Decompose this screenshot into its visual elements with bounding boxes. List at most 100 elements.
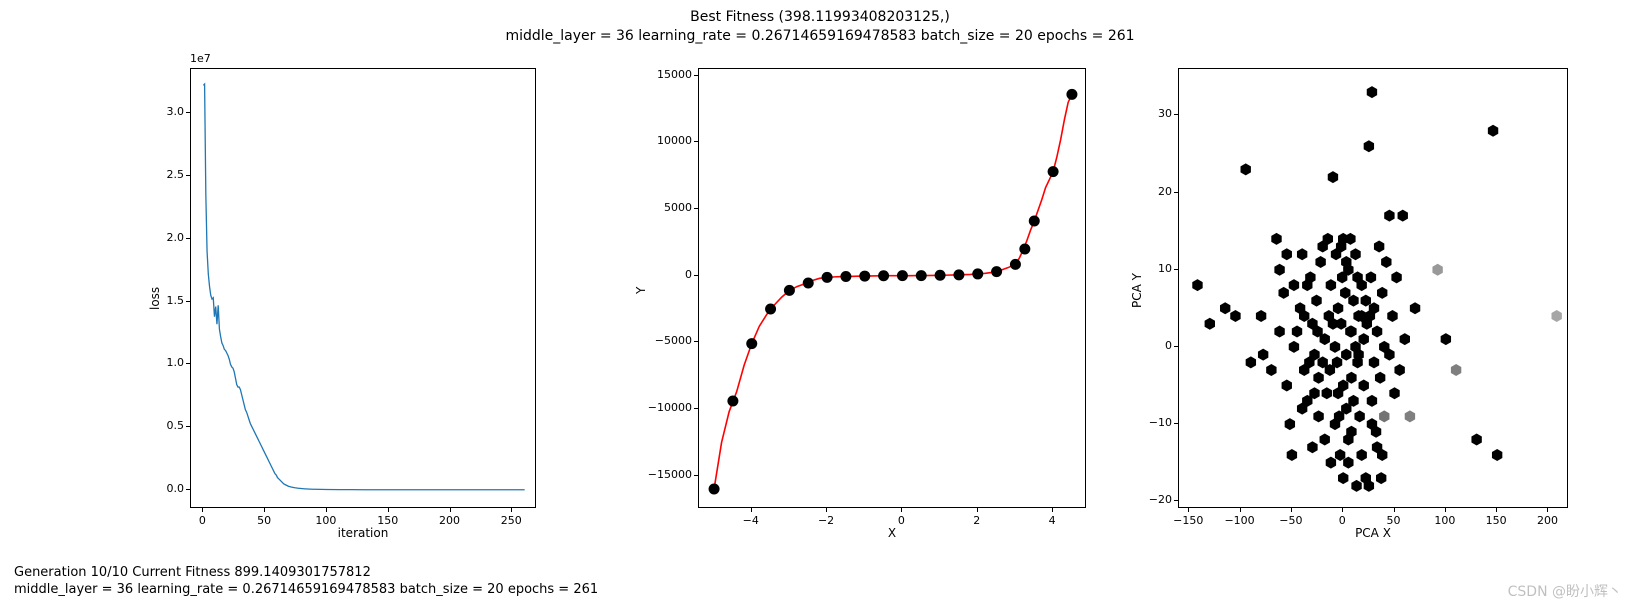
pca-hex (1346, 372, 1356, 384)
pca-panel: PCA Y −20−100102030 −150−100−50050100150… (1100, 60, 1640, 540)
watermark-text: CSDN @盼小辉丶 (1508, 581, 1622, 601)
pca-hex (1354, 410, 1364, 422)
suptitle-line2: middle_layer = 36 learning_rate = 0.2671… (0, 27, 1640, 46)
tick-mark (1394, 508, 1395, 512)
pca-hex (1241, 163, 1251, 175)
pca-hex (1364, 140, 1374, 152)
fit-marker (1048, 166, 1059, 177)
tick-mark (694, 475, 698, 476)
loss-axes (190, 68, 536, 508)
tick-mark (1547, 508, 1548, 512)
tick-mark (186, 489, 190, 490)
pca-hex (1246, 356, 1256, 368)
pca-hex (1341, 349, 1351, 361)
tick-mark (1174, 114, 1178, 115)
pca-hex (1400, 333, 1410, 345)
loss-ytick-label: 3.0 (144, 105, 184, 118)
tick-mark (694, 141, 698, 142)
fit-marker (972, 268, 983, 279)
tick-mark (901, 508, 902, 512)
footer-text: Generation 10/10 Current Fitness 899.140… (14, 565, 598, 599)
tick-mark (1496, 508, 1497, 512)
tick-mark (694, 75, 698, 76)
tick-mark (1174, 423, 1178, 424)
fit-marker (784, 285, 795, 296)
pca-ytick-label: 20 (1132, 185, 1172, 198)
pca-hex (1266, 364, 1276, 376)
loss-ytick-label: 2.0 (144, 231, 184, 244)
tick-mark (186, 238, 190, 239)
pca-hex (1313, 372, 1323, 384)
loss-ytick-label: 0.5 (144, 419, 184, 432)
pca-hex (1307, 441, 1317, 453)
tick-mark (694, 341, 698, 342)
pca-hex (1361, 295, 1371, 307)
pca-hex (1376, 472, 1386, 484)
pca-hex (1356, 449, 1366, 461)
loss-ytick-label: 2.5 (144, 168, 184, 181)
tick-mark (450, 508, 451, 512)
pca-hex (1282, 379, 1292, 391)
fit-marker (709, 484, 720, 495)
pca-hex (1282, 248, 1292, 260)
tick-mark (1174, 500, 1178, 501)
pca-hex (1326, 279, 1336, 291)
pca-hex (1340, 287, 1350, 299)
loss-ytick-label: 0.0 (144, 482, 184, 495)
fit-panel: Y −15000−10000−5000050001000015000 −4−20… (550, 60, 1090, 540)
loss-ytick-label: 1.5 (144, 294, 184, 307)
pca-ytick-label: −10 (1132, 416, 1172, 429)
fit-ytick-label: 5000 (632, 201, 692, 214)
subplot-row: 1e7 loss 0.00.51.01.52.02.53.0 050100150… (0, 60, 1640, 540)
pca-hex (1391, 271, 1401, 283)
fit-marker (1066, 89, 1077, 100)
loss-offset-text: 1e7 (190, 52, 211, 65)
fit-marker (897, 270, 908, 281)
fit-marker (822, 272, 833, 283)
pca-axes (1178, 68, 1568, 508)
tick-mark (264, 508, 265, 512)
pca-hex (1359, 333, 1369, 345)
fit-marker (840, 271, 851, 282)
pca-hex (1394, 364, 1404, 376)
tick-mark (1342, 508, 1343, 512)
pca-ytick-label: −20 (1132, 493, 1172, 506)
tick-mark (977, 508, 978, 512)
fit-marker (935, 270, 946, 281)
pca-hex (1297, 248, 1307, 260)
tick-mark (694, 208, 698, 209)
fit-marker (746, 338, 757, 349)
pca-hex (1384, 210, 1394, 222)
pca-hex (1256, 310, 1266, 322)
fit-marker (765, 304, 776, 315)
tick-mark (186, 363, 190, 364)
fit-marker (1010, 259, 1021, 270)
pca-hex (1359, 379, 1369, 391)
tick-mark (388, 508, 389, 512)
tick-mark (1052, 508, 1053, 512)
fit-ytick-label: −15000 (632, 468, 692, 481)
pca-hex (1274, 264, 1284, 276)
pca-hex (1367, 395, 1377, 407)
fit-ytick-label: 10000 (632, 134, 692, 147)
pca-hex (1405, 410, 1415, 422)
tick-mark (1240, 508, 1241, 512)
tick-mark (1174, 269, 1178, 270)
loss-plot-area (191, 69, 537, 509)
pca-hex (1274, 325, 1284, 337)
pca-hex (1351, 480, 1361, 492)
tick-mark (694, 275, 698, 276)
pca-hex (1375, 372, 1385, 384)
fit-ytick-label: −5000 (632, 334, 692, 347)
tick-mark (326, 508, 327, 512)
pca-hex (1335, 449, 1345, 461)
suptitle-line1: Best Fitness (398.11993408203125,) (0, 8, 1640, 27)
pca-hex (1387, 310, 1397, 322)
pca-ytick-label: 30 (1132, 107, 1172, 120)
tick-mark (186, 426, 190, 427)
pca-hex (1311, 295, 1321, 307)
pca-hex (1285, 418, 1295, 430)
pca-hex (1289, 341, 1299, 353)
fit-line (714, 94, 1072, 489)
tick-mark (1445, 508, 1446, 512)
